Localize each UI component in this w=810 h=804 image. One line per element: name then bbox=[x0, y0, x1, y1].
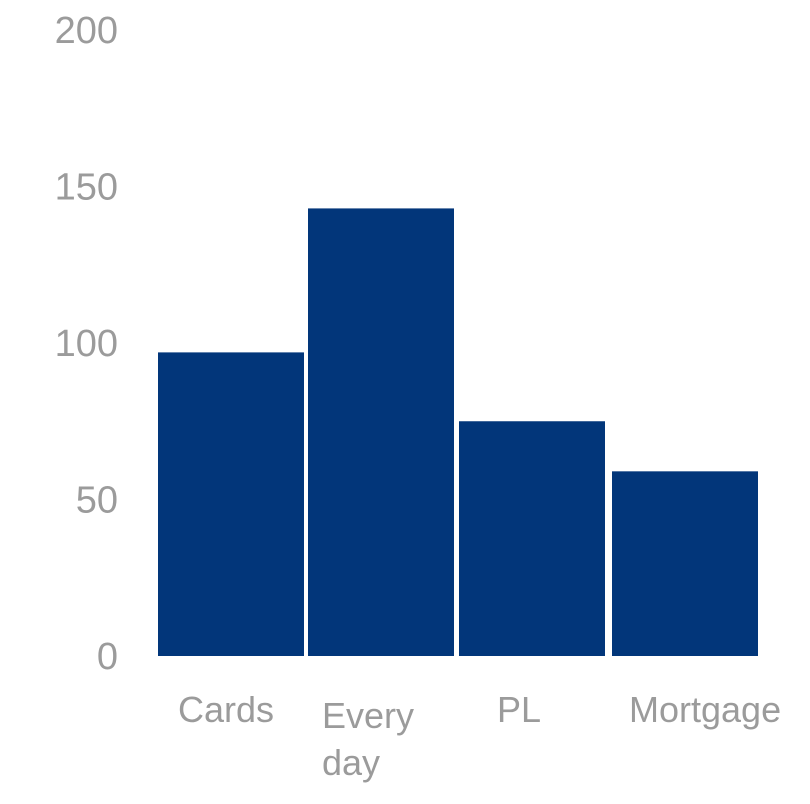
y-axis-ticks: 0 50 100 150 200 bbox=[55, 10, 118, 678]
x-tick-label-line: Mortgage bbox=[629, 689, 781, 730]
bar-every-day bbox=[308, 208, 454, 656]
x-tick-label-line: PL bbox=[497, 689, 541, 730]
bar-mortgage bbox=[612, 471, 758, 656]
bars-group bbox=[158, 208, 758, 656]
x-tick-label: Mortgage bbox=[629, 689, 781, 730]
y-tick-label: 50 bbox=[76, 480, 118, 522]
bar-cards bbox=[158, 352, 304, 656]
y-tick-label: 150 bbox=[55, 167, 118, 209]
y-tick-label: 200 bbox=[55, 10, 118, 52]
x-tick-label: PL bbox=[497, 689, 541, 730]
x-axis-labels: Cards Every day PL Mortgage bbox=[178, 689, 781, 783]
y-tick-label: 0 bbox=[97, 636, 118, 678]
x-tick-label-line: day bbox=[322, 742, 380, 783]
x-tick-label-line: Every bbox=[322, 695, 414, 736]
y-tick-label: 100 bbox=[55, 323, 118, 365]
bar-pl bbox=[459, 421, 605, 656]
x-tick-label: Cards bbox=[178, 689, 274, 730]
x-tick-label: Every day bbox=[322, 695, 414, 783]
x-tick-label-line: Cards bbox=[178, 689, 274, 730]
